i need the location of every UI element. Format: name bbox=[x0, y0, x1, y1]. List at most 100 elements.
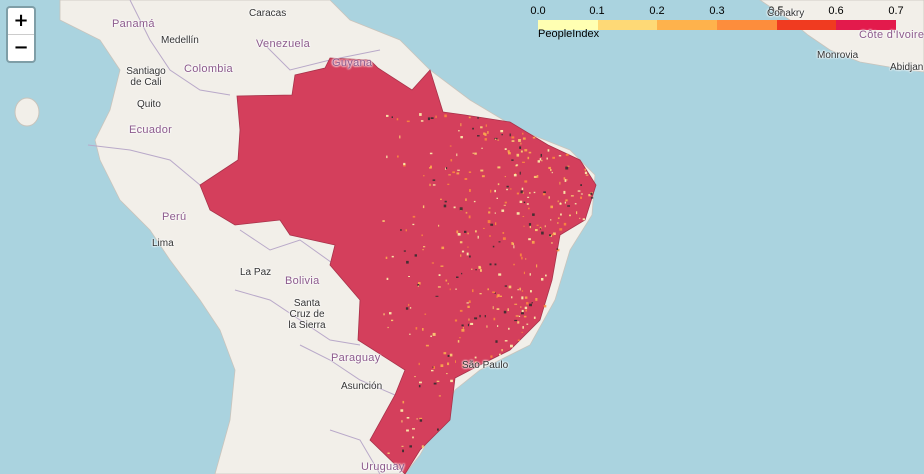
municipality-patch bbox=[487, 288, 489, 291]
municipality-patch bbox=[564, 201, 566, 204]
label-la-paz: La Paz bbox=[240, 267, 272, 278]
municipality-patch bbox=[539, 226, 542, 229]
municipality-patch bbox=[400, 409, 404, 412]
legend-swatch-3 bbox=[717, 20, 777, 30]
municipality-patch bbox=[444, 114, 447, 118]
municipality-patch bbox=[449, 145, 452, 147]
municipality-patch bbox=[386, 114, 389, 117]
municipality-patch bbox=[429, 152, 433, 155]
municipality-patch bbox=[488, 207, 491, 209]
municipality-patch bbox=[497, 166, 501, 169]
municipality-patch bbox=[460, 254, 462, 257]
municipality-patch bbox=[530, 290, 532, 293]
municipality-patch bbox=[518, 139, 521, 142]
municipality-patch bbox=[485, 124, 487, 127]
municipality-patch bbox=[469, 255, 471, 258]
zoom-in-button[interactable]: + bbox=[13, 10, 29, 31]
municipality-patch bbox=[492, 291, 496, 293]
municipality-patch bbox=[387, 452, 390, 454]
municipality-patch bbox=[412, 215, 416, 218]
municipality-patch bbox=[528, 151, 532, 154]
municipality-patch bbox=[457, 169, 460, 171]
municipality-patch bbox=[496, 295, 498, 298]
municipality-patch bbox=[501, 209, 505, 212]
municipality-patch bbox=[509, 133, 511, 137]
municipality-patch bbox=[526, 323, 529, 325]
municipality-patch bbox=[419, 419, 423, 422]
municipality-patch bbox=[522, 137, 526, 140]
municipality-patch bbox=[494, 212, 496, 214]
municipality-patch bbox=[520, 150, 523, 153]
municipality-patch bbox=[489, 263, 492, 266]
label-medellin: Medellín bbox=[161, 35, 199, 46]
municipality-patch bbox=[477, 117, 479, 119]
municipality-patch bbox=[477, 135, 480, 137]
municipality-patch bbox=[520, 306, 522, 308]
municipality-patch bbox=[492, 245, 495, 248]
municipality-patch bbox=[412, 223, 415, 226]
municipality-patch bbox=[467, 323, 469, 327]
municipality-patch bbox=[511, 242, 514, 245]
municipality-patch bbox=[432, 332, 436, 336]
brazil-choropleth[interactable] bbox=[199, 57, 597, 474]
municipality-patch bbox=[449, 288, 451, 291]
municipality-patch bbox=[522, 326, 524, 329]
legend-swatch-4 bbox=[776, 20, 837, 30]
legend-swatch-1 bbox=[597, 20, 658, 30]
municipality-patch bbox=[498, 273, 502, 276]
zoom-out-button[interactable]: − bbox=[8, 34, 34, 61]
municipality-patch bbox=[474, 361, 477, 364]
municipality-patch bbox=[580, 196, 582, 199]
municipality-patch bbox=[559, 181, 561, 185]
municipality-patch bbox=[472, 289, 474, 293]
municipality-patch bbox=[454, 319, 458, 322]
municipality-patch bbox=[536, 264, 538, 268]
municipality-patch bbox=[389, 312, 392, 315]
municipality-patch bbox=[504, 148, 507, 150]
legend-tick-4: 0.5 bbox=[768, 5, 784, 17]
municipality-patch bbox=[563, 177, 566, 180]
label-conakry: Conakry bbox=[767, 8, 805, 19]
municipality-patch bbox=[528, 223, 532, 226]
municipality-patch bbox=[430, 335, 432, 337]
municipality-patch bbox=[543, 304, 547, 308]
municipality-patch bbox=[475, 230, 477, 233]
municipality-patch bbox=[438, 274, 441, 276]
municipality-patch bbox=[473, 200, 476, 203]
legend-title: PeopleIndex bbox=[538, 28, 600, 40]
municipality-patch bbox=[420, 120, 424, 122]
label-peru: Perú bbox=[162, 211, 187, 223]
municipality-patch bbox=[406, 417, 410, 419]
municipality-patch bbox=[577, 190, 581, 192]
municipality-patch bbox=[584, 171, 588, 174]
legend-color-bar bbox=[538, 20, 897, 30]
municipality-patch bbox=[419, 381, 422, 384]
municipality-patch bbox=[526, 302, 529, 305]
legend-tick-3: 0.3 bbox=[709, 5, 725, 17]
municipality-patch bbox=[585, 174, 589, 176]
municipality-patch bbox=[480, 169, 484, 172]
municipality-patch bbox=[406, 260, 409, 264]
municipality-patch bbox=[544, 225, 546, 228]
municipality-patch bbox=[496, 197, 498, 199]
label-sao-paulo: São Paulo bbox=[462, 360, 509, 371]
municipality-patch bbox=[412, 436, 414, 439]
municipality-patch bbox=[383, 313, 385, 316]
municipality-patch bbox=[484, 315, 486, 318]
municipality-patch bbox=[495, 222, 497, 226]
municipality-patch bbox=[574, 203, 577, 205]
country-borders bbox=[87, 0, 396, 474]
municipality-patch bbox=[551, 233, 554, 236]
municipality-patch bbox=[504, 176, 506, 178]
municipality-patch bbox=[468, 215, 471, 219]
municipality-patch bbox=[422, 205, 425, 209]
municipality-patch bbox=[415, 327, 418, 330]
municipality-patch bbox=[409, 333, 411, 335]
municipality-patch bbox=[517, 289, 519, 291]
municipality-patch bbox=[518, 287, 521, 290]
municipality-patch bbox=[432, 179, 436, 181]
municipality-patch bbox=[458, 130, 460, 132]
municipality-patch bbox=[533, 191, 536, 194]
label-uruguay: Uruguay bbox=[361, 461, 405, 473]
